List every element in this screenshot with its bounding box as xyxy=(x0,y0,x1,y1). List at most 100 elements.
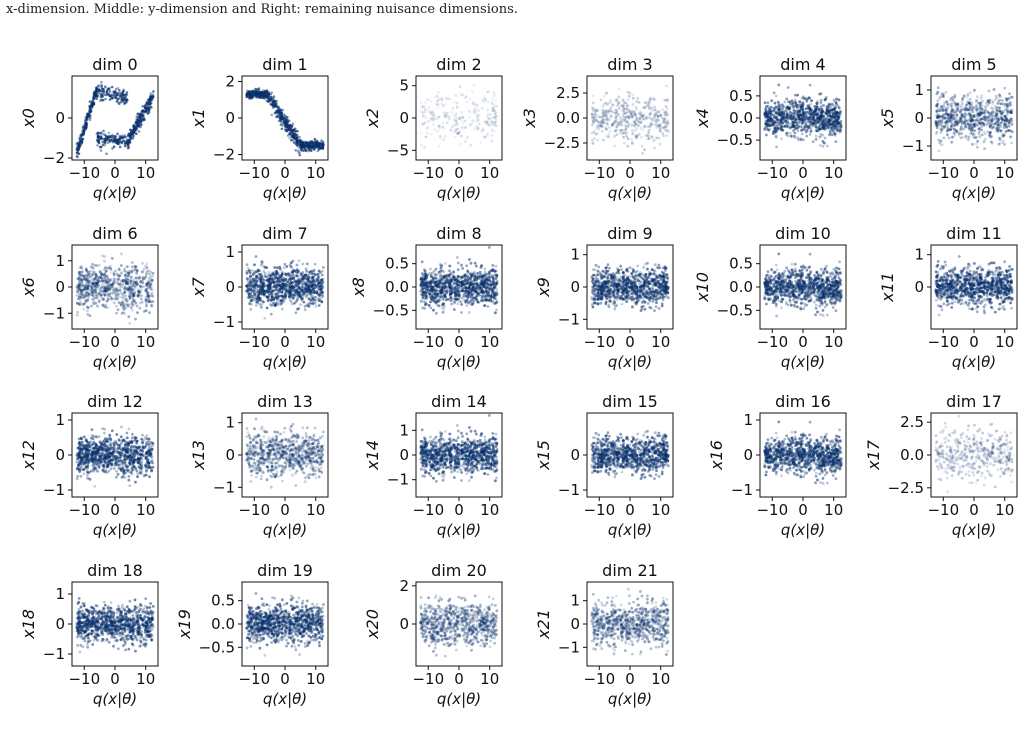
density-point xyxy=(261,94,264,97)
density-point xyxy=(489,112,492,116)
density-point xyxy=(145,262,149,266)
density-point xyxy=(116,142,120,146)
density-point xyxy=(816,129,819,133)
density-point xyxy=(252,271,256,275)
density-point xyxy=(618,121,622,125)
density-point xyxy=(118,134,122,138)
y-axis-label: x6 xyxy=(19,277,38,298)
density-point xyxy=(102,293,106,296)
density-point xyxy=(301,262,305,266)
density-point xyxy=(590,106,594,110)
density-point xyxy=(818,135,822,139)
density-point xyxy=(82,302,85,306)
density-point xyxy=(625,120,629,124)
density-point xyxy=(832,107,836,111)
density-point xyxy=(780,117,784,120)
density-point xyxy=(968,98,972,101)
density-point xyxy=(420,105,424,109)
density-point xyxy=(150,304,154,308)
density-point xyxy=(133,131,136,134)
density-point xyxy=(296,129,299,133)
density-point xyxy=(984,105,987,109)
density-point xyxy=(982,130,986,134)
density-point xyxy=(641,152,644,155)
density-point xyxy=(619,131,622,135)
y-tick-label: 1 xyxy=(55,252,65,270)
density-point xyxy=(145,110,148,113)
density-point xyxy=(621,104,624,108)
density-point xyxy=(488,124,492,127)
density-point xyxy=(260,91,264,94)
density-point xyxy=(78,303,82,306)
density-point xyxy=(789,134,793,138)
density-point xyxy=(432,112,436,115)
x-tick-label: −10 xyxy=(756,164,788,182)
density-point xyxy=(616,104,620,108)
density-point xyxy=(591,142,595,145)
density-point xyxy=(266,100,270,104)
density-point xyxy=(955,123,959,126)
x-tick-label: 0 xyxy=(110,333,120,351)
density-point xyxy=(85,290,89,294)
density-point xyxy=(990,106,994,110)
density-point xyxy=(622,142,626,145)
x-tick-label: 0 xyxy=(454,164,464,182)
density-point xyxy=(805,129,809,133)
density-point xyxy=(624,127,628,131)
density-point xyxy=(316,273,320,276)
density-point xyxy=(823,136,827,140)
density-point xyxy=(127,294,131,298)
density-point xyxy=(793,110,796,114)
density-point xyxy=(98,89,102,93)
density-point xyxy=(836,127,840,131)
density-point xyxy=(137,120,140,124)
density-point xyxy=(1004,96,1008,100)
density-point xyxy=(131,135,135,139)
density-point xyxy=(441,125,445,129)
density-point xyxy=(105,92,109,95)
density-point xyxy=(799,118,803,121)
density-point xyxy=(814,125,818,129)
density-point xyxy=(792,106,795,109)
density-point xyxy=(97,292,101,295)
density-point xyxy=(665,84,668,88)
density-point xyxy=(280,127,284,131)
y-axis-label: x5 xyxy=(878,108,897,129)
density-point xyxy=(829,115,833,119)
density-point xyxy=(130,265,134,269)
density-point xyxy=(145,106,149,109)
density-point xyxy=(289,139,293,142)
density-point xyxy=(250,303,253,306)
density-point xyxy=(664,122,667,126)
density-point xyxy=(615,133,619,137)
density-point xyxy=(77,295,81,299)
density-point xyxy=(303,308,307,312)
density-point xyxy=(94,290,98,294)
density-point xyxy=(797,138,800,142)
density-point xyxy=(110,257,114,260)
density-point xyxy=(822,118,825,121)
density-point xyxy=(101,93,104,96)
y-tick-label: −1 xyxy=(43,304,65,322)
x-axis-label: q(x|θ) xyxy=(93,353,137,371)
density-point xyxy=(96,131,100,135)
density-point xyxy=(106,306,109,309)
density-point xyxy=(491,122,495,126)
density-point xyxy=(637,132,641,136)
density-point xyxy=(84,298,88,302)
density-point xyxy=(626,144,630,148)
density-point xyxy=(990,112,993,115)
density-point xyxy=(120,271,123,275)
subplot-title: dim 3 xyxy=(607,55,652,74)
density-point xyxy=(122,308,126,311)
density-point xyxy=(318,147,322,151)
density-point xyxy=(99,145,103,149)
density-point xyxy=(149,105,152,109)
density-point xyxy=(117,277,120,281)
density-point xyxy=(426,120,430,123)
density-point xyxy=(430,132,433,136)
density-point xyxy=(823,126,827,130)
density-point xyxy=(86,273,90,276)
density-point xyxy=(835,110,839,114)
density-point xyxy=(980,125,983,128)
